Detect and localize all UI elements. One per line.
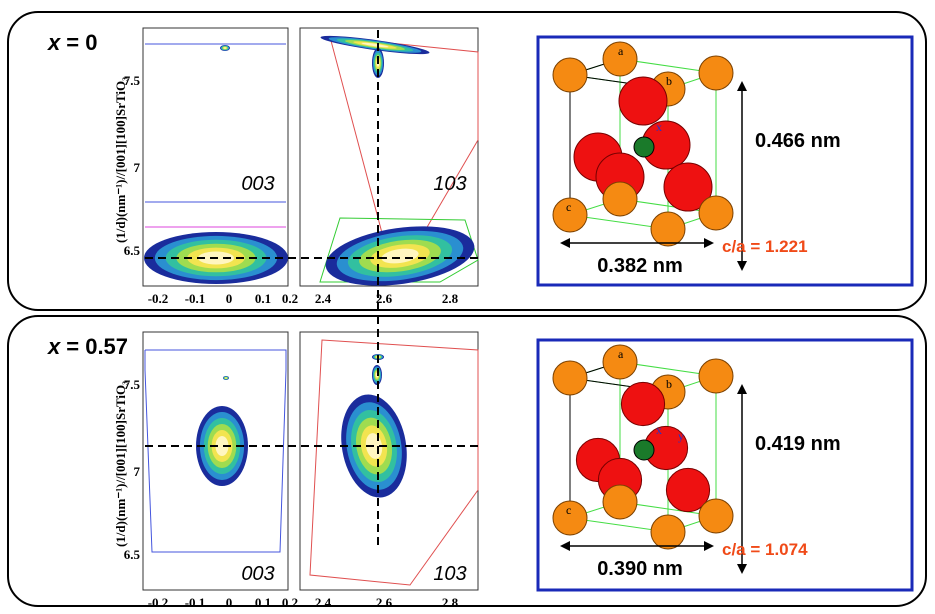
y-axis-label: (1/d)(nm⁻¹)//[001][100]SrTiO₃ <box>113 77 128 243</box>
b-site-atom <box>634 137 654 157</box>
x-tick-label: 2.8 <box>442 291 459 306</box>
reflection-label: 103 <box>433 563 466 585</box>
b-site-atom <box>634 440 654 460</box>
x-tick-label: 0.1 <box>255 595 271 610</box>
reflection-label: 003 <box>241 173 274 195</box>
x-tick-label: -0.2 <box>148 291 169 306</box>
atom-label: y <box>678 429 684 443</box>
atom-label: c <box>566 503 571 517</box>
a-site-atom <box>651 515 685 549</box>
a-site-atom <box>699 359 733 393</box>
composition-var: x <box>47 30 61 55</box>
composition-value: = 0 <box>66 30 97 55</box>
composition-label: x= 0 <box>47 30 97 55</box>
x-tick-label: 0 <box>226 291 233 306</box>
atom-label: x <box>656 120 662 134</box>
c-length: 0.419 nm <box>755 433 841 455</box>
x-tick-label: 2.4 <box>315 291 332 306</box>
a-site-atom <box>603 485 637 519</box>
x-tick-label: -0.1 <box>185 291 206 306</box>
x-tick-label: 0.2 <box>282 595 298 610</box>
figure: x= 0(1/d)(nm⁻¹)//[001][100]SrTiO₃-0.2-0.… <box>0 0 935 614</box>
a-site-atom <box>699 499 733 533</box>
composition-value: = 0.57 <box>66 334 128 359</box>
x-tick-label: -0.1 <box>185 595 206 610</box>
a-site-atom <box>553 58 587 92</box>
intensity-contour <box>225 378 227 379</box>
x-tick-label: 2.4 <box>315 595 332 610</box>
atom-label: b <box>666 377 672 391</box>
y-tick-label: 7.5 <box>124 73 141 88</box>
reflection-label: 103 <box>433 173 466 195</box>
a-site-atom <box>553 361 587 395</box>
ratio: c/a = 1.074 <box>722 540 808 559</box>
atom-label: a <box>618 44 624 58</box>
atom-label: b <box>666 74 672 88</box>
y-tick-label: 7 <box>134 160 141 175</box>
y-tick-label: 6.5 <box>124 547 141 562</box>
a-site-atom <box>651 212 685 246</box>
composition-var: x <box>47 334 61 359</box>
composition-label: x= 0.57 <box>47 334 128 359</box>
reflection-label: 003 <box>241 563 274 585</box>
y-tick-label: 7.5 <box>124 377 141 392</box>
atom-label: a <box>618 347 624 361</box>
y-tick-label: 7 <box>134 464 141 479</box>
x-tick-label: 0 <box>226 595 233 610</box>
atom-label: c <box>566 200 571 214</box>
oxygen-atom <box>619 77 667 125</box>
ratio: c/a = 1.221 <box>722 237 808 256</box>
y-axis-label: (1/d)(nm⁻¹)//[001][100]SrTiO₃ <box>113 381 128 547</box>
oxygen-atom <box>621 382 664 425</box>
a-length: 0.382 nm <box>597 255 683 277</box>
a-site-atom <box>699 196 733 230</box>
c-length: 0.466 nm <box>755 130 841 152</box>
x-tick-label: 0.2 <box>282 291 298 306</box>
a-length: 0.390 nm <box>597 558 683 580</box>
x-tick-label: 0.1 <box>255 291 271 306</box>
a-site-atom <box>603 182 637 216</box>
x-tick-label: -0.2 <box>148 595 169 610</box>
x-tick-label: 2.6 <box>376 595 393 610</box>
atom-label: x <box>656 423 662 437</box>
y-tick-label: 6.5 <box>124 243 141 258</box>
intensity-contour <box>224 47 227 49</box>
x-tick-label: 2.8 <box>442 595 459 610</box>
a-site-atom <box>699 56 733 90</box>
